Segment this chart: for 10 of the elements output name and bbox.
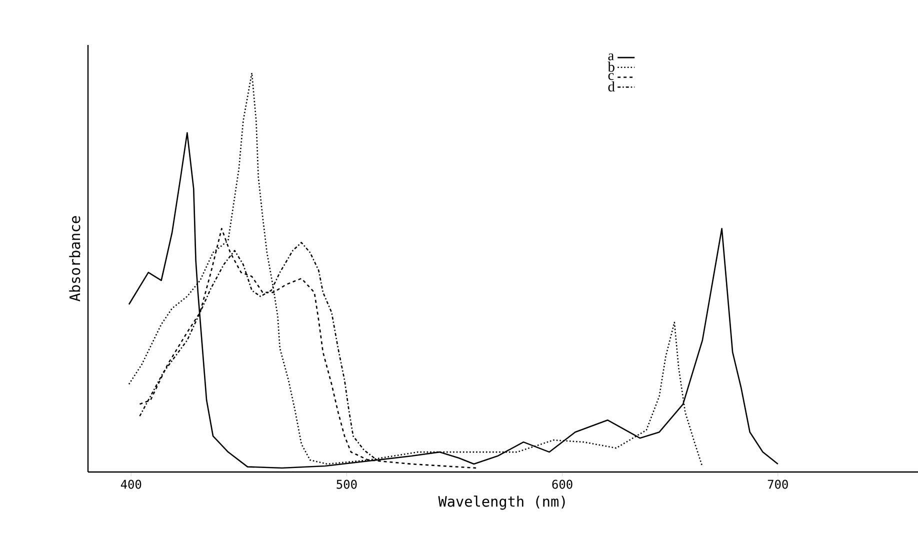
x-tick-label: 600 <box>552 480 572 489</box>
x-tick-label: 500 <box>336 480 357 489</box>
y-axis-title: Absorbance <box>69 216 80 302</box>
x-axis-title: Wavelength (nm) <box>438 496 565 510</box>
legend-label: d <box>608 81 615 92</box>
legend-label: a <box>608 53 614 60</box>
x-tick-label: 400 <box>120 480 142 489</box>
legend-label: b <box>608 62 614 72</box>
legend-label: c <box>608 73 614 80</box>
x-tick-label: 700 <box>768 480 788 489</box>
